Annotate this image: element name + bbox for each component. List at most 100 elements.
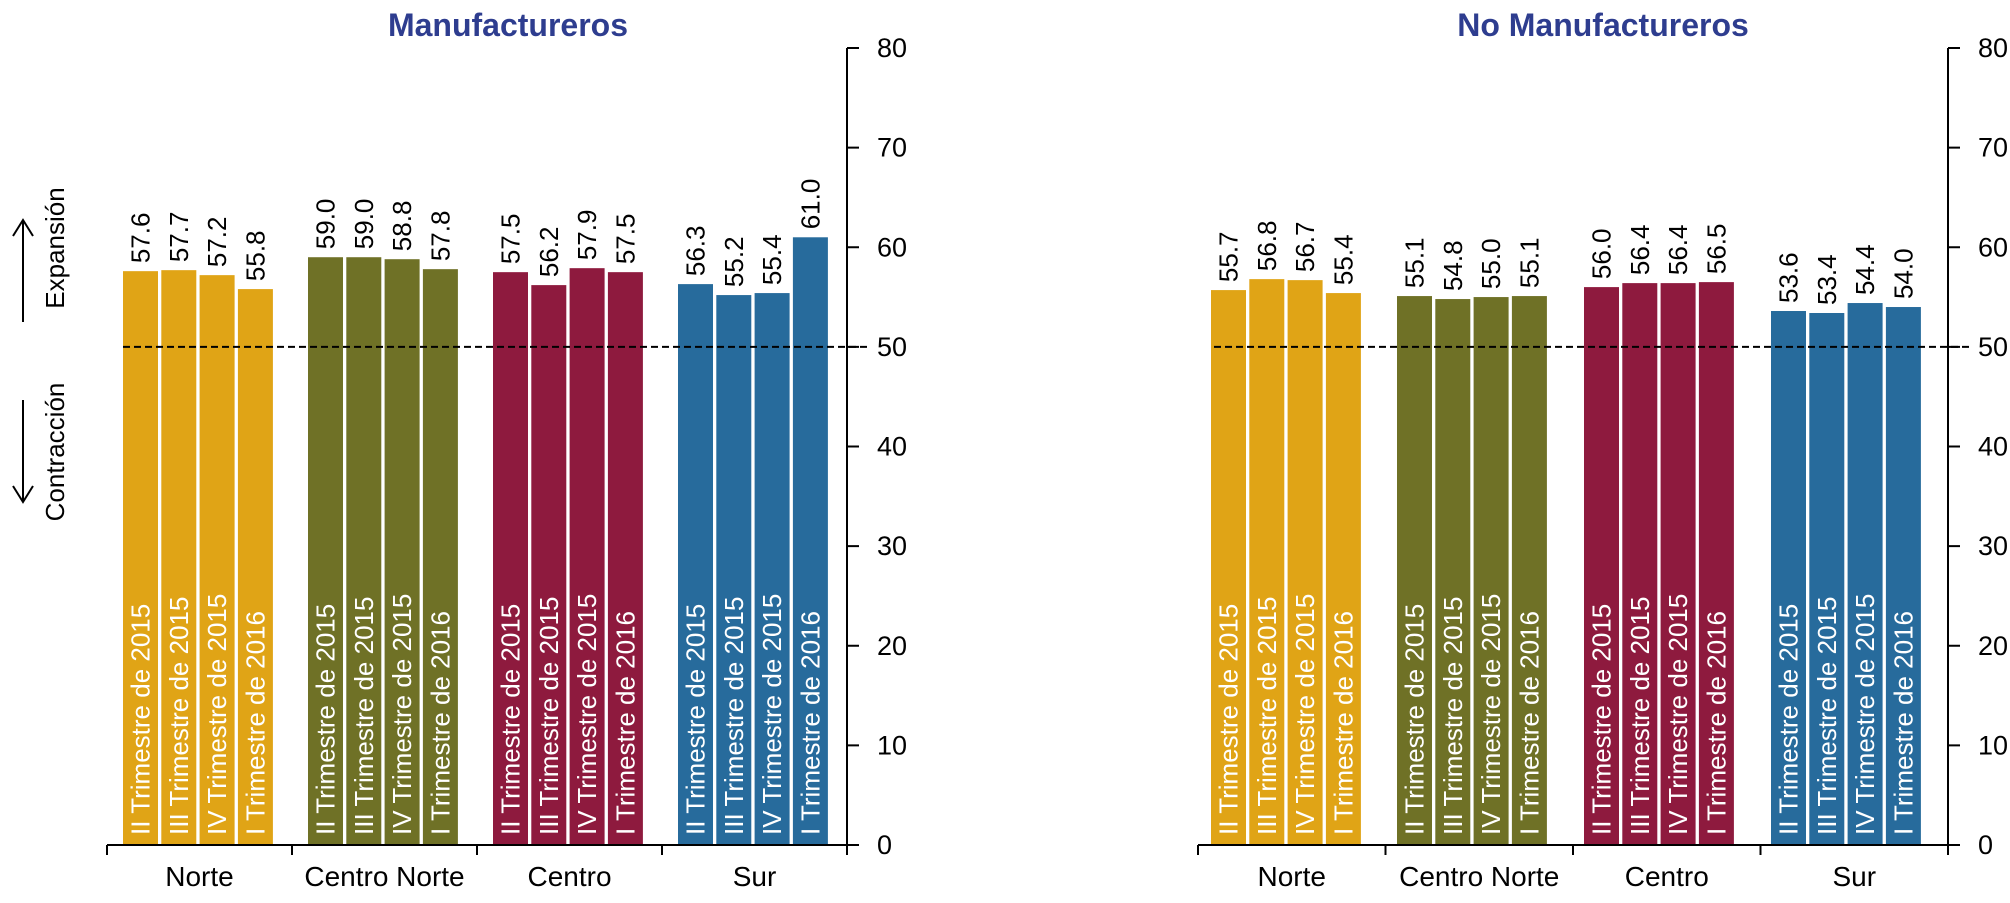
- bar-category-label: III Trimestre de 2015: [719, 597, 749, 835]
- data-label: 55.0: [1476, 238, 1506, 289]
- data-label: 58.8: [387, 201, 417, 252]
- data-label: 55.8: [240, 230, 270, 281]
- bar-category-label: IV Trimestre de 2015: [387, 594, 417, 835]
- data-label: 57.8: [425, 211, 455, 262]
- data-label: 57.2: [202, 217, 232, 268]
- bar-category-label: IV Trimestre de 2015: [1663, 594, 1693, 835]
- bar-1-2: [1473, 297, 1509, 845]
- bar-3-0: [678, 284, 713, 846]
- data-label: 56.8: [1252, 221, 1282, 272]
- bar-3-0: [1771, 311, 1806, 845]
- y-tick-label: 50: [877, 332, 907, 362]
- bar-3-2: [1847, 303, 1883, 845]
- y-tick-label: 40: [877, 432, 907, 462]
- x-tick-label: Centro: [527, 861, 611, 892]
- bar-category-label: III Trimestre de 2015: [1625, 597, 1655, 835]
- data-label: 56.4: [1663, 225, 1693, 276]
- data-label: 56.4: [1625, 225, 1655, 276]
- bar-category-label: IV Trimestre de 2015: [202, 594, 232, 835]
- data-label: 56.0: [1587, 228, 1617, 279]
- bar-0-0: [123, 271, 158, 845]
- bar-0-1: [1249, 279, 1285, 845]
- x-tick-label: Norte: [165, 861, 233, 892]
- bar-2-2: [1660, 283, 1696, 845]
- bar-category-label: IV Trimestre de 2015: [1476, 594, 1506, 835]
- bar-2-3: [1698, 282, 1734, 845]
- x-tick-label: Sur: [733, 861, 777, 892]
- data-label: 54.4: [1850, 244, 1880, 295]
- bar-category-label: IV Trimestre de 2015: [572, 594, 602, 835]
- x-tick-label: Centro Norte: [304, 861, 464, 892]
- bar-category-label: I Trimestre de 2016: [1888, 611, 1918, 835]
- bar-2-2: [569, 268, 605, 845]
- y-tick-label: 0: [1978, 830, 1993, 860]
- bar-0-3: [237, 289, 273, 845]
- y-tick-label: 40: [1978, 432, 2008, 462]
- bar-category-label: II Trimestre de 2015: [496, 604, 526, 835]
- bar-0-2: [1287, 280, 1323, 846]
- y-tick-label: 10: [877, 730, 907, 760]
- data-label: 55.1: [1514, 237, 1544, 288]
- y-tick-label: 70: [1978, 133, 2008, 163]
- data-label: 53.6: [1774, 252, 1804, 303]
- bar-1-3: [422, 269, 458, 846]
- bar-2-0: [493, 272, 528, 845]
- bar-0-2: [199, 275, 235, 845]
- y-tick-label: 80: [877, 33, 907, 63]
- bar-1-0: [1397, 296, 1432, 845]
- bar-1-2: [384, 259, 420, 846]
- data-label: 56.3: [681, 226, 711, 277]
- bar-category-label: III Trimestre de 2015: [1812, 597, 1842, 835]
- data-label: 59.0: [311, 199, 341, 250]
- y-tick-label: 20: [877, 631, 907, 661]
- chart-title: Manufactureros: [388, 7, 628, 43]
- bar-2-0: [1584, 287, 1619, 846]
- y-tick-label: 60: [877, 232, 907, 262]
- data-label: 55.4: [757, 234, 787, 285]
- bar-category-label: III Trimestre de 2015: [1252, 597, 1282, 835]
- data-label: 57.6: [126, 213, 156, 264]
- bar-category-label: IV Trimestre de 2015: [1850, 594, 1880, 835]
- bar-3-3: [1885, 307, 1921, 845]
- bar-category-label: II Trimestre de 2015: [1214, 604, 1244, 835]
- arrow-up-icon: [12, 218, 34, 237]
- arrow-down-icon: [12, 485, 34, 504]
- x-tick-label: Centro: [1625, 861, 1709, 892]
- x-tick-label: Norte: [1258, 861, 1326, 892]
- bar-3-1: [1809, 313, 1845, 845]
- bar-category-label: I Trimestre de 2016: [795, 611, 825, 835]
- bar-category-label: II Trimestre de 2015: [1587, 604, 1617, 835]
- bar-category-label: III Trimestre de 2015: [164, 597, 194, 835]
- bar-category-label: II Trimestre de 2015: [1774, 604, 1804, 835]
- data-label: 55.2: [719, 236, 749, 287]
- bar-category-label: II Trimestre de 2015: [1400, 604, 1430, 835]
- bar-3-2: [754, 293, 790, 845]
- data-label: 54.0: [1888, 248, 1918, 299]
- bar-1-3: [1511, 296, 1547, 845]
- data-label: 55.1: [1400, 237, 1430, 288]
- bar-0-1: [161, 270, 197, 845]
- x-tick-label: Centro Norte: [1399, 861, 1559, 892]
- bar-category-label: I Trimestre de 2016: [610, 611, 640, 835]
- bar-category-label: IV Trimestre de 2015: [757, 594, 787, 835]
- y-tick-label: 80: [1978, 33, 2008, 63]
- bar-category-label: I Trimestre de 2016: [1514, 611, 1544, 835]
- data-label: 54.8: [1438, 240, 1468, 291]
- bar-category-label: IV Trimestre de 2015: [1290, 594, 1320, 835]
- x-tick-label: Sur: [1832, 861, 1876, 892]
- data-label: 61.0: [795, 179, 825, 230]
- bar-1-1: [346, 257, 382, 845]
- bar-category-label: I Trimestre de 2016: [1701, 611, 1731, 835]
- bar-0-0: [1211, 290, 1246, 845]
- y-tick-label: 50: [1978, 332, 2008, 362]
- bar-category-label: I Trimestre de 2016: [425, 611, 455, 835]
- bar-category-label: I Trimestre de 2016: [240, 611, 270, 835]
- data-label: 57.7: [164, 212, 194, 263]
- y-tick-label: 30: [877, 531, 907, 561]
- bar-category-label: II Trimestre de 2015: [311, 604, 341, 835]
- data-label: 57.5: [496, 214, 526, 265]
- bar-category-label: III Trimestre de 2015: [534, 597, 564, 835]
- bar-1-0: [308, 257, 343, 845]
- bar-category-label: III Trimestre de 2015: [1438, 597, 1468, 835]
- bar-2-1: [1622, 283, 1658, 845]
